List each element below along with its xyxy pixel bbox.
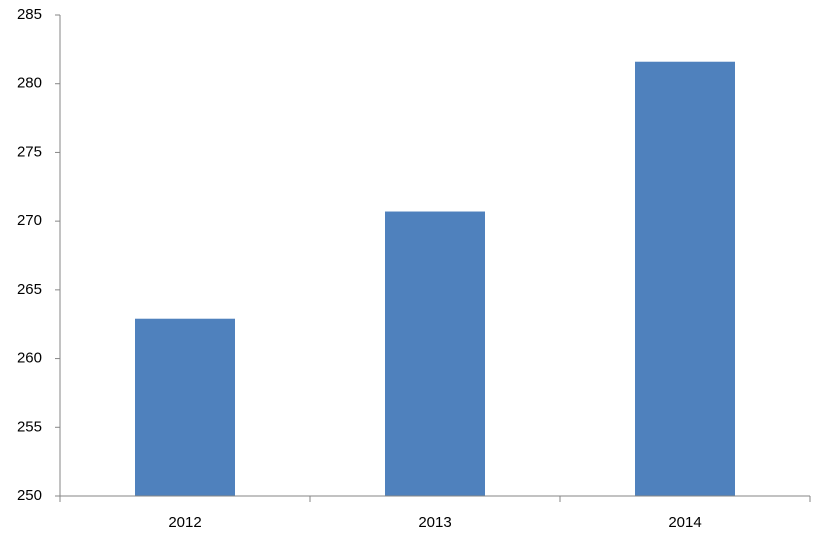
y-tick-label: 255 [17,418,42,435]
x-tick-label: 2014 [668,514,701,531]
bar [635,61,735,497]
y-tick-label: 260 [17,350,42,367]
y-tick-label: 250 [17,487,42,504]
bar [385,211,485,496]
y-tick-label: 285 [17,6,42,23]
x-tick-label: 2013 [418,514,451,531]
y-tick-label: 270 [17,212,42,229]
y-tick-label: 265 [17,281,42,298]
y-tick-label: 275 [17,143,42,160]
x-tick-label: 2012 [168,514,201,531]
bar [135,318,235,496]
y-tick-label: 280 [17,75,42,92]
